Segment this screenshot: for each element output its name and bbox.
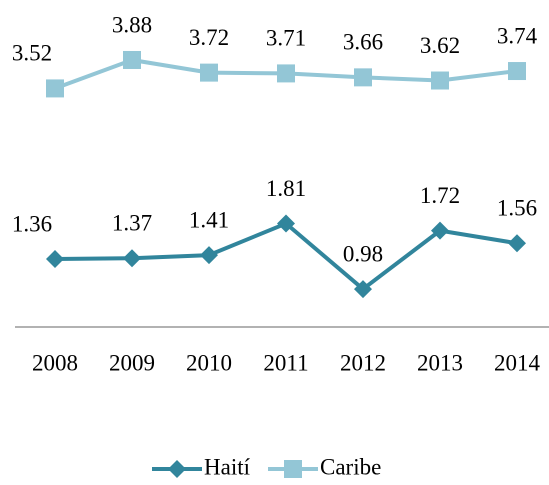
- x-tick-label: 2014: [494, 350, 541, 375]
- data-label: 3.74: [497, 23, 538, 48]
- x-tick-label: 2011: [263, 350, 308, 375]
- x-tick-label: 2013: [417, 350, 463, 375]
- data-label: 3.72: [189, 25, 229, 50]
- data-point: [508, 62, 526, 81]
- data-point: [277, 64, 295, 83]
- legend-label: Haití: [204, 454, 251, 479]
- data-point: [431, 221, 449, 240]
- data-label: 0.98: [343, 241, 383, 266]
- data-label: 1.36: [12, 211, 52, 236]
- data-point: [354, 68, 372, 87]
- data-label: 1.56: [497, 196, 537, 221]
- data-point: [46, 79, 64, 98]
- legend-label: Caribe: [320, 454, 381, 479]
- data-label: 1.72: [420, 183, 460, 208]
- legend-marker: [168, 460, 186, 478]
- data-label: 1.37: [112, 211, 152, 236]
- x-tick-label: 2010: [186, 350, 232, 375]
- data-point: [46, 250, 64, 269]
- data-point: [508, 234, 526, 253]
- data-point: [277, 214, 295, 233]
- data-label: 3.71: [266, 26, 306, 51]
- data-point: [200, 246, 218, 265]
- x-tick-label: 2009: [109, 350, 155, 375]
- data-label: 1.41: [189, 207, 229, 232]
- data-label: 3.62: [420, 33, 460, 58]
- legend-marker: [284, 460, 302, 478]
- data-label: 3.88: [112, 12, 152, 37]
- data-point: [123, 249, 141, 268]
- data-point: [354, 280, 372, 299]
- x-tick-label: 2008: [32, 350, 78, 375]
- data-label: 3.52: [12, 41, 52, 66]
- data-label: 1.81: [266, 176, 306, 201]
- data-point: [123, 50, 141, 69]
- x-tick-label: 2012: [340, 350, 386, 375]
- data-point: [431, 71, 449, 90]
- data-label: 3.66: [343, 30, 383, 55]
- data-point: [200, 63, 218, 82]
